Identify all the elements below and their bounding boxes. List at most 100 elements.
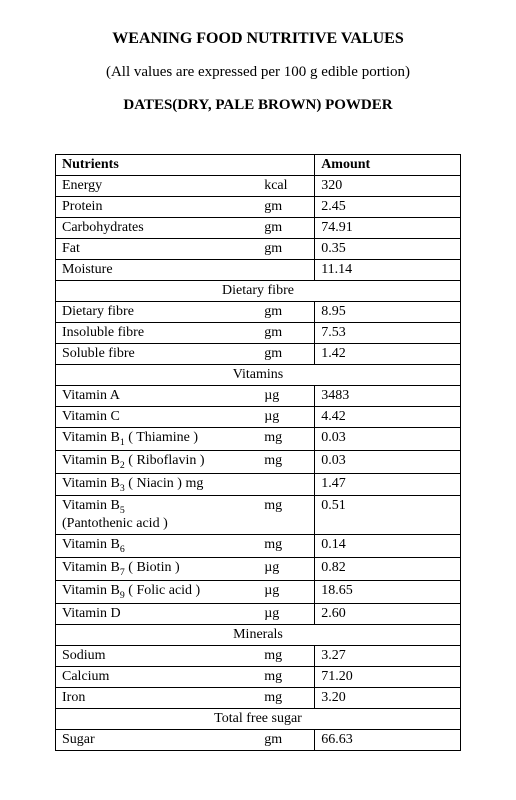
- table-row: Vitamin B6mg0.14: [56, 535, 461, 558]
- nutrient-unit: [264, 476, 308, 494]
- nutrient-unit: µg: [264, 409, 308, 425]
- table-row: Sodiummg3.27: [56, 645, 461, 666]
- amount-cell: 66.63: [315, 729, 461, 750]
- table-row: Moisture 11.14: [56, 260, 461, 281]
- nutrient-unit: gm: [264, 220, 308, 236]
- nutrient-unit: gm: [264, 346, 308, 362]
- section-header-row: Vitamins: [56, 365, 461, 386]
- section-header: Minerals: [56, 624, 461, 645]
- nutrient-cell: Vitamin B9 ( Folic acid )µg: [56, 580, 315, 603]
- nutrient-cell: Moisture: [56, 260, 315, 281]
- table-row: Sugargm 66.63: [56, 729, 461, 750]
- nutrient-cell: Vitamin B3 ( Niacin ) mg: [56, 473, 315, 496]
- amount-cell: 7.53: [315, 323, 461, 344]
- table-row: Vitamin Dµg2.60: [56, 603, 461, 624]
- nutrient-unit: µg: [264, 560, 308, 578]
- table-row: Vitamin Aµg3483: [56, 386, 461, 407]
- section-header: Vitamins: [56, 365, 461, 386]
- table-row: Energykcal320: [56, 176, 461, 197]
- nutrient-name: Vitamin C: [62, 409, 264, 425]
- nutrient-name: Fat: [62, 241, 264, 257]
- nutrient-unit: µg: [264, 606, 308, 622]
- table-row: Calciummg71.20: [56, 666, 461, 687]
- table-row: Vitamin Cµg4.42: [56, 407, 461, 428]
- nutrient-unit: µg: [264, 583, 308, 601]
- nutrient-name: Moisture: [62, 262, 264, 278]
- table-row: Proteingm2.45: [56, 197, 461, 218]
- nutrient-cell: Vitamin B7 ( Biotin )µg: [56, 557, 315, 580]
- nutrient-cell: Vitamin B1 ( Thiamine )mg: [56, 428, 315, 451]
- nutrient-name: Vitamin D: [62, 606, 264, 622]
- nutrient-name: Vitamin B3 ( Niacin ) mg: [62, 476, 264, 494]
- nutrient-unit: gm: [264, 732, 308, 748]
- nutrient-unit: mg: [264, 453, 308, 471]
- amount-cell: 320: [315, 176, 461, 197]
- nutrient-name: Vitamin B7 ( Biotin ): [62, 560, 264, 578]
- nutrient-cell: Carbohydratesgm: [56, 218, 315, 239]
- table-row: Insoluble fibregm7.53: [56, 323, 461, 344]
- nutrient-name: Insoluble fibre: [62, 325, 264, 341]
- amount-cell: 71.20: [315, 666, 461, 687]
- nutrient-name: Iron: [62, 690, 264, 706]
- nutrient-unit: [264, 262, 308, 278]
- nutrient-unit: mg: [264, 498, 308, 516]
- nutrient-name: Vitamin B1 ( Thiamine ): [62, 430, 264, 448]
- nutrient-name: Vitamin A: [62, 388, 264, 404]
- nutrient-name: Calcium: [62, 669, 264, 685]
- nutrient-name: Vitamin B2 ( Riboflavin ): [62, 453, 264, 471]
- page-subtitle: (All values are expressed per 100 g edib…: [55, 64, 461, 81]
- table-row: Vitamin B1 ( Thiamine )mg0.03: [56, 428, 461, 451]
- table-row: Ironmg3.20: [56, 687, 461, 708]
- section-header: Total free sugar: [56, 708, 461, 729]
- nutrient-name: Dietary fibre: [62, 304, 264, 320]
- table-row: Carbohydratesgm74.91: [56, 218, 461, 239]
- page-title: WEANING FOOD NUTRITIVE VALUES: [55, 30, 461, 48]
- nutrient-cell: Vitamin Cµg: [56, 407, 315, 428]
- nutrient-name: Vitamin B6: [62, 537, 264, 555]
- section-header-row: Total free sugar: [56, 708, 461, 729]
- nutrient-cell: Vitamin B6mg: [56, 535, 315, 558]
- amount-cell: 11.14: [315, 260, 461, 281]
- table-row: Vitamin B5mg(Pantothenic acid )0.51: [56, 496, 461, 535]
- amount-cell: 0.51: [315, 496, 461, 535]
- nutrient-name: Energy: [62, 178, 264, 194]
- nutrient-name: Sodium: [62, 648, 264, 664]
- table-row: Vitamin B2 ( Riboflavin )mg 0.03: [56, 450, 461, 473]
- nutrient-unit: gm: [264, 241, 308, 257]
- nutrient-unit: gm: [264, 304, 308, 320]
- nutrient-unit: mg: [264, 690, 308, 706]
- nutrient-name: Protein: [62, 199, 264, 215]
- nutrient-cell: Vitamin Aµg: [56, 386, 315, 407]
- section-header: Dietary fibre: [56, 281, 461, 302]
- nutrient-name: Carbohydrates: [62, 220, 264, 236]
- nutrient-name: Soluble fibre: [62, 346, 264, 362]
- nutrient-cell: Proteingm: [56, 197, 315, 218]
- table-row: Vitamin B9 ( Folic acid )µg18.65: [56, 580, 461, 603]
- nutrient-cell: Ironmg: [56, 687, 315, 708]
- product-name: DATES(DRY, PALE BROWN) POWDER: [55, 97, 461, 114]
- table-row: Dietary fibregm 8.95: [56, 302, 461, 323]
- nutrient-cell: Energykcal: [56, 176, 315, 197]
- amount-cell: 1.47: [315, 473, 461, 496]
- nutrient-unit: mg: [264, 430, 308, 448]
- nutrient-cell: Calciummg: [56, 666, 315, 687]
- amount-cell: 0.14: [315, 535, 461, 558]
- header-amount: Amount: [315, 155, 461, 176]
- amount-cell: 0.03: [315, 450, 461, 473]
- nutrient-name: Vitamin B5: [62, 498, 264, 516]
- nutrient-cell: Fatgm: [56, 239, 315, 260]
- amount-cell: 8.95: [315, 302, 461, 323]
- table-row: Soluble fibregm 1.42: [56, 344, 461, 365]
- nutrient-unit: gm: [264, 199, 308, 215]
- nutrient-cell: Vitamin Dµg: [56, 603, 315, 624]
- nutrient-unit: kcal: [264, 178, 308, 194]
- amount-cell: 0.82: [315, 557, 461, 580]
- table-row: Vitamin B7 ( Biotin )µg0.82: [56, 557, 461, 580]
- amount-cell: 3483: [315, 386, 461, 407]
- amount-cell: 4.42: [315, 407, 461, 428]
- amount-cell: 2.45: [315, 197, 461, 218]
- table-row: Vitamin B3 ( Niacin ) mg 1.47: [56, 473, 461, 496]
- amount-cell: 1.42: [315, 344, 461, 365]
- nutrient-name: Sugar: [62, 732, 264, 748]
- amount-cell: 74.91: [315, 218, 461, 239]
